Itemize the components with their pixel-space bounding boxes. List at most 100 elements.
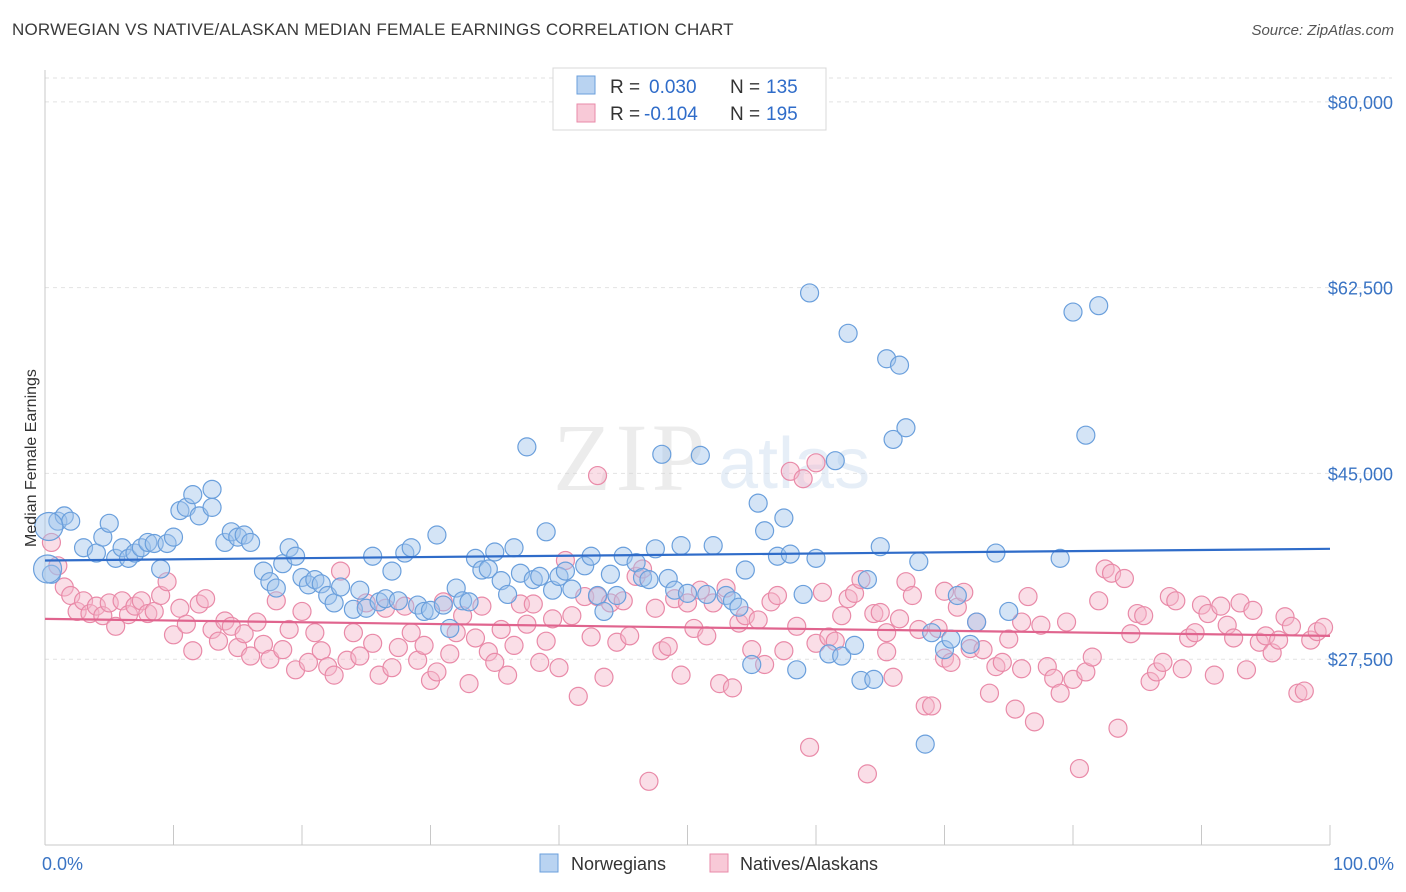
norwegian-point <box>138 532 158 553</box>
norwegian-point <box>922 623 942 643</box>
norwegian-point <box>594 601 614 622</box>
native-point <box>639 771 659 791</box>
native-point <box>530 652 550 672</box>
native-point <box>1082 647 1102 667</box>
norwegian-point <box>215 532 235 553</box>
native-point <box>1114 568 1135 589</box>
norwegian-point <box>453 591 473 611</box>
native-point <box>767 585 788 606</box>
norwegian-point <box>658 568 678 589</box>
native-point <box>292 601 312 622</box>
watermark-zip: ZIP <box>553 404 709 511</box>
native-point <box>1005 699 1025 719</box>
native-point <box>311 641 331 661</box>
legend-n-label-2: N = <box>730 104 760 125</box>
norwegian-point <box>311 574 331 594</box>
trend-line-norwegians <box>44 547 1331 562</box>
native-point <box>1275 607 1295 627</box>
norwegian-point <box>427 525 447 545</box>
native-point <box>260 649 280 669</box>
native-point <box>568 686 588 706</box>
native-point <box>176 614 196 634</box>
norwegian-point <box>472 560 492 580</box>
native-point <box>671 665 691 685</box>
native-point <box>793 469 813 489</box>
native-point <box>710 674 730 694</box>
native-point <box>787 616 807 636</box>
native-point <box>337 650 357 670</box>
y-tick-label-1: $45,000 <box>1328 464 1393 484</box>
norwegian-point <box>266 578 286 598</box>
norwegian-point <box>388 591 408 611</box>
norwegian-point <box>889 355 910 375</box>
norwegian-point <box>562 579 582 599</box>
native-point <box>523 594 543 614</box>
native-point <box>1236 660 1257 680</box>
norwegian-point <box>716 585 736 606</box>
norwegian-point <box>73 538 94 558</box>
norwegian-point <box>498 584 518 605</box>
norwegian-point <box>742 654 762 675</box>
norwegian-point <box>690 445 710 465</box>
legend-r-label-1: R = <box>610 77 640 98</box>
native-point <box>549 658 569 678</box>
norwegian-point <box>151 559 171 579</box>
norwegian-point <box>253 561 274 581</box>
norwegian-point <box>61 511 81 531</box>
norwegian-point <box>652 444 672 464</box>
native-point <box>208 631 229 651</box>
native-point <box>440 644 460 664</box>
native-point <box>241 646 261 666</box>
norwegian-point <box>459 592 479 612</box>
native-point <box>1011 659 1032 679</box>
norwegian-point <box>896 418 916 438</box>
norwegian-point <box>883 429 903 450</box>
gridlines <box>45 77 1392 660</box>
norwegian-point <box>517 437 537 457</box>
native-point <box>1069 758 1090 779</box>
native-point <box>658 636 678 657</box>
norwegian-point <box>806 548 826 568</box>
native-point <box>363 633 383 653</box>
norwegian-point <box>118 548 139 568</box>
native-point <box>864 603 884 624</box>
norwegian-point <box>934 640 955 660</box>
native-point <box>1018 586 1038 607</box>
y-axis-title: Median Female Earnings <box>23 369 40 547</box>
native-point <box>722 678 743 698</box>
native-point <box>883 667 903 687</box>
native-point <box>1037 657 1057 677</box>
native-point <box>189 594 209 614</box>
native-point <box>851 569 871 590</box>
native-point <box>1243 600 1263 620</box>
native-point <box>414 635 434 656</box>
legend-n-value-1: 135 <box>766 77 798 98</box>
norwegian-point <box>1089 296 1109 316</box>
norwegian-point <box>671 536 691 556</box>
native-point <box>1146 662 1167 682</box>
norwegian-point <box>99 513 119 533</box>
norwegian-point <box>330 577 351 597</box>
y-tick-label-0: $27,500 <box>1328 650 1393 670</box>
norwegian-point <box>485 542 505 562</box>
native-point <box>144 601 164 622</box>
legend-r-value-1: 0.030 <box>649 77 697 98</box>
legend-swatch-blue <box>576 75 596 95</box>
norwegian-point <box>414 601 434 622</box>
native-point <box>1224 628 1244 648</box>
norwegian-point <box>729 597 749 617</box>
native-point <box>992 652 1012 672</box>
native-point <box>999 629 1019 649</box>
native-point <box>465 628 486 648</box>
native-point <box>298 652 319 672</box>
norwegian-point <box>639 569 659 590</box>
native-point <box>343 623 363 643</box>
norwegian-point <box>967 612 987 632</box>
norwegian-point <box>870 537 890 557</box>
native-point <box>742 640 762 660</box>
norwegian-point <box>401 538 421 558</box>
native-point <box>1211 596 1231 616</box>
native-point <box>799 737 820 757</box>
norwegian-point <box>1063 302 1083 322</box>
native-point <box>504 635 524 656</box>
